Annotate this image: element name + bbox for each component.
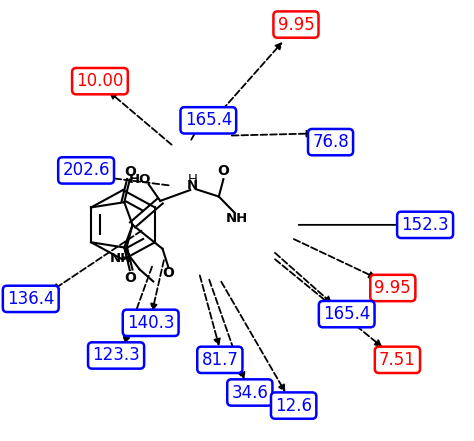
Text: 165.4: 165.4 (185, 111, 232, 129)
Text: H: H (188, 172, 198, 186)
Text: 12.6: 12.6 (275, 396, 312, 415)
Text: NH: NH (110, 252, 132, 265)
Text: O: O (124, 271, 136, 285)
Text: 140.3: 140.3 (127, 314, 174, 332)
Text: HO: HO (129, 172, 152, 186)
Text: 152.3: 152.3 (401, 216, 449, 234)
Text: O: O (124, 165, 136, 179)
Text: 7.51: 7.51 (379, 351, 416, 369)
Text: 202.6: 202.6 (63, 161, 110, 179)
Text: 81.7: 81.7 (201, 351, 238, 369)
Text: 123.3: 123.3 (92, 347, 140, 365)
Text: 165.4: 165.4 (323, 305, 370, 323)
Text: 10.00: 10.00 (76, 72, 124, 90)
Text: O: O (162, 266, 174, 280)
Text: O: O (218, 164, 229, 178)
Text: N: N (187, 179, 198, 192)
Text: 34.6: 34.6 (231, 384, 268, 401)
Text: 136.4: 136.4 (7, 290, 55, 308)
Text: NH: NH (226, 212, 248, 225)
Text: 9.95: 9.95 (374, 279, 411, 297)
Text: 76.8: 76.8 (312, 133, 349, 151)
Text: 9.95: 9.95 (278, 15, 314, 34)
